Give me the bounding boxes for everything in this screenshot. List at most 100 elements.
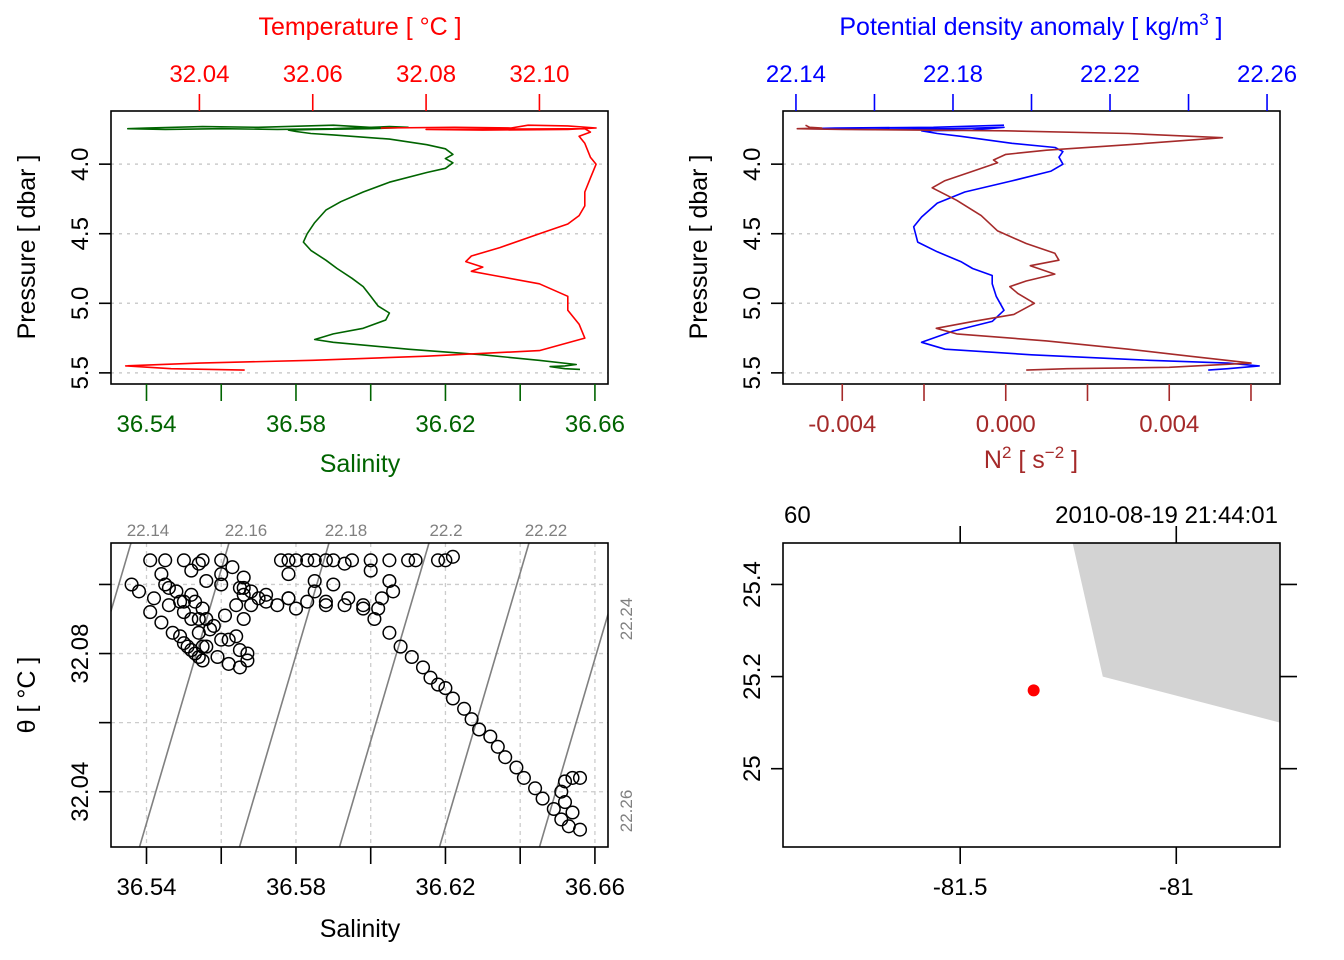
x-tick-label: 36.58: [266, 874, 326, 901]
ts-point: [206, 618, 221, 633]
x2-axis-title: Potential density anomaly [ kg/m3 ]: [839, 10, 1222, 41]
ts-point: [191, 556, 206, 571]
ts-point: [281, 553, 296, 568]
contour-label-top: 22.2: [429, 521, 462, 540]
ts-point: [176, 636, 191, 651]
density-contour-22.24: [538, 611, 608, 847]
grid: [111, 163, 608, 374]
ts-point: [509, 760, 524, 775]
ts-point: [236, 587, 251, 602]
y-axis-left: 32.04 32.08: [67, 583, 111, 822]
ts-point: [288, 553, 304, 568]
ts-point: [464, 712, 479, 727]
plot-frame: [782, 542, 1281, 848]
ts-point: [572, 822, 588, 837]
ts-point: [318, 553, 333, 568]
x-tick-label: 36.58: [266, 411, 326, 438]
contour-label-top: 22.16: [225, 521, 268, 540]
contour-label-top: 22.22: [525, 521, 568, 540]
ts-point: [232, 643, 247, 658]
ts-point: [557, 774, 573, 789]
ts-point: [281, 591, 296, 606]
ts-point: [229, 598, 244, 613]
ts-point: [535, 791, 550, 806]
density-contour-22.2: [338, 543, 430, 847]
ts-point: [483, 729, 498, 744]
series-group: [124, 124, 597, 371]
contour-label-top: 22.18: [325, 521, 368, 540]
ts-point: [221, 632, 236, 647]
land-group: [1072, 543, 1280, 723]
ts-point: [528, 781, 543, 796]
ts-point: [161, 580, 176, 595]
ts-point: [173, 629, 188, 644]
contour-label-right: 22.26: [617, 790, 636, 833]
ts-point: [281, 567, 296, 582]
x2-tick-label: 22.22: [1080, 61, 1140, 88]
y-axis: 25 25.2 25.4: [739, 561, 1297, 782]
ts-point: [382, 553, 397, 568]
ts-point: [554, 784, 569, 799]
ts-point: [546, 801, 561, 817]
density-contour-22.14: [111, 543, 132, 614]
ts-point: [438, 681, 453, 696]
ts-point: [565, 770, 580, 785]
ts-point: [214, 567, 229, 582]
ts-point: [154, 615, 169, 630]
ts-point: [490, 739, 505, 754]
y-tick-label: 4.0: [67, 147, 94, 180]
y-tick-label: 4.5: [67, 217, 94, 250]
y-axis-left: 4.0 4.5 5.0 5.5: [739, 147, 783, 390]
series-line-n2: [796, 124, 1252, 371]
ts-point: [438, 553, 453, 568]
ts-point: [195, 553, 210, 568]
x2-tick-label: 32.04: [169, 61, 229, 88]
ts-point: [363, 563, 378, 578]
x2-tick-label: 32.08: [396, 61, 456, 88]
ts-point: [191, 649, 206, 665]
ts-point: [165, 625, 180, 640]
x-axis-bottom: 36.54 36.58 36.62 36.66: [116, 384, 625, 438]
x-axis-title-sup1: 2: [1002, 443, 1011, 462]
ts-point: [415, 660, 431, 675]
x-tick-label: 0.004: [1139, 411, 1199, 438]
y-tick-label: 5.5: [739, 356, 766, 389]
density-contours: [111, 543, 608, 847]
ts-point: [191, 611, 206, 627]
ts-point: [188, 594, 203, 609]
series-line-salinity: [127, 124, 581, 371]
x-tick-label: 36.54: [116, 874, 176, 901]
ts-point: [143, 605, 158, 620]
ts-point: [326, 577, 341, 592]
series-line-potential-density-anomaly: [806, 124, 1260, 371]
ts-point: [217, 608, 233, 623]
x-tick-label: 36.66: [565, 874, 625, 901]
station-marker: [1027, 684, 1040, 697]
ts-point: [180, 639, 195, 654]
x-axis-title: N2 [ s−2 ]: [984, 443, 1078, 474]
contour-label-right: 22.24: [617, 598, 636, 641]
ts-point: [430, 553, 446, 568]
ts-point: [273, 553, 289, 568]
x-axis-bottom: 36.54 36.58 36.62 36.66: [116, 847, 625, 901]
ts-point: [199, 611, 214, 627]
ts-point: [382, 625, 397, 640]
y-tick-label: 5.0: [67, 287, 94, 320]
ts-point: [214, 577, 229, 592]
ts-point: [430, 677, 446, 692]
y-tick-label: 4.0: [739, 147, 766, 180]
x-axis-title: Salinity: [320, 450, 401, 478]
grid: [111, 543, 608, 847]
ts-point: [498, 750, 513, 765]
ts-point: [457, 701, 472, 716]
x-axis-top: 32.04 32.06 32.08 32.10: [169, 61, 569, 111]
x2-tick-label: 22.26: [1237, 61, 1297, 88]
ts-point: [244, 598, 259, 613]
x-tick-label: 36.62: [415, 411, 475, 438]
ts-point: [565, 805, 580, 820]
ts-point: [374, 591, 389, 606]
ts-point: [176, 594, 191, 609]
ts-point: [307, 573, 322, 589]
x-axis-title-n: N: [984, 446, 1002, 474]
